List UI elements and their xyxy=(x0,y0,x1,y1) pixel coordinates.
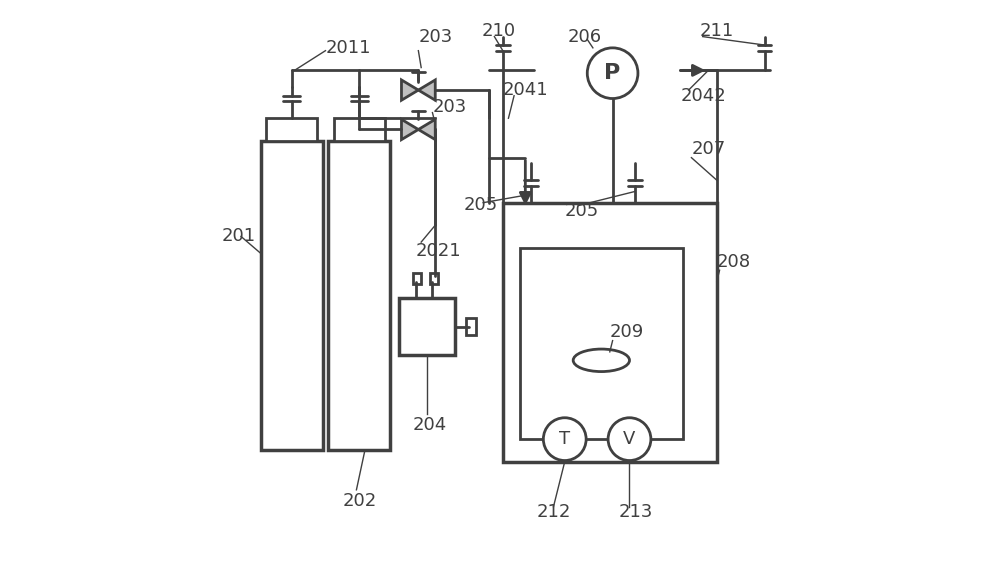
Polygon shape xyxy=(401,80,418,100)
Text: 210: 210 xyxy=(482,22,516,40)
Text: 203: 203 xyxy=(418,28,453,46)
Polygon shape xyxy=(401,119,418,140)
Bar xyxy=(520,248,683,439)
Bar xyxy=(399,298,455,355)
Text: 2041: 2041 xyxy=(503,81,548,99)
Text: 211: 211 xyxy=(700,22,734,40)
Bar xyxy=(430,273,438,284)
Text: 202: 202 xyxy=(342,492,377,510)
Circle shape xyxy=(587,48,638,99)
Bar xyxy=(334,118,385,141)
Text: 213: 213 xyxy=(618,503,653,521)
Circle shape xyxy=(608,418,651,461)
Text: T: T xyxy=(559,430,570,448)
Bar xyxy=(261,141,323,450)
Text: 204: 204 xyxy=(413,416,447,434)
Text: V: V xyxy=(623,430,636,448)
Polygon shape xyxy=(418,80,435,100)
Text: 205: 205 xyxy=(565,202,599,220)
Text: 2011: 2011 xyxy=(325,39,371,57)
Bar xyxy=(503,203,717,462)
Text: 2021: 2021 xyxy=(416,242,461,260)
Text: 209: 209 xyxy=(610,323,644,341)
Text: 207: 207 xyxy=(691,140,726,158)
Polygon shape xyxy=(418,119,435,140)
Text: P: P xyxy=(604,63,621,83)
Text: 208: 208 xyxy=(717,253,751,271)
Bar xyxy=(328,141,390,450)
Text: 205: 205 xyxy=(463,196,498,215)
Bar xyxy=(466,318,476,335)
Text: 201: 201 xyxy=(221,227,255,245)
Circle shape xyxy=(543,418,586,461)
Text: 212: 212 xyxy=(537,503,571,521)
Text: 206: 206 xyxy=(568,28,602,46)
Ellipse shape xyxy=(573,349,629,372)
Text: 2042: 2042 xyxy=(680,87,726,105)
Bar xyxy=(413,273,421,284)
Text: 203: 203 xyxy=(432,98,467,116)
Bar xyxy=(266,118,317,141)
